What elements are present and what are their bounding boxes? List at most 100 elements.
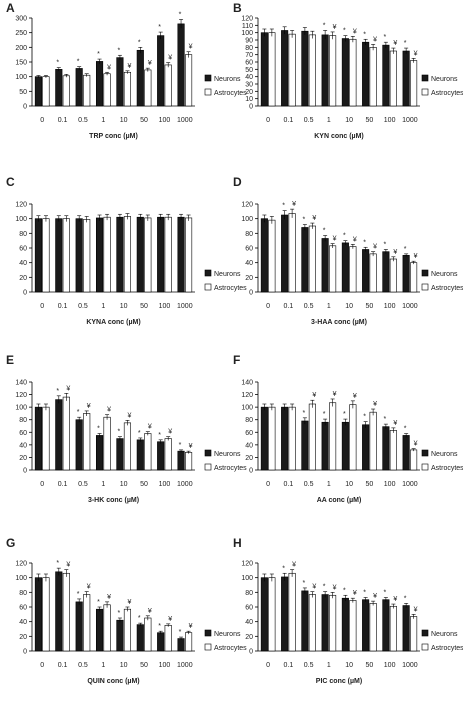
neuron-bar: [301, 590, 309, 652]
x-tick-label: 1000: [177, 662, 193, 669]
significance-yen: ¥: [414, 253, 418, 260]
legend-label-astrocytes: Astrocytes: [431, 465, 463, 472]
astrocyte-bar: [123, 216, 132, 293]
legend-label-neurons: Neurons: [431, 271, 458, 278]
significance-star: *: [118, 429, 121, 436]
significance-star: *: [282, 203, 285, 210]
legend-label-astrocytes: Astrocytes: [431, 90, 463, 97]
neuron-bar: [55, 399, 63, 471]
neuron-bar: [157, 632, 165, 652]
significance-star: *: [179, 442, 182, 449]
significance-star: *: [179, 629, 182, 636]
legend: Neurons Astrocytes: [421, 74, 463, 97]
astrocyte-bar: [389, 430, 397, 471]
significance-star: *: [363, 414, 366, 421]
y-tick-label: 100: [241, 216, 253, 223]
astrocyte-bar: [349, 404, 357, 471]
x-tick-label: 100: [384, 117, 396, 124]
x-tick-label: 1000: [177, 303, 193, 310]
y-tick-label: 60: [245, 60, 253, 67]
x-tick-label: 50: [140, 117, 148, 124]
significance-yen: ¥: [168, 55, 172, 62]
neuron-bar: [157, 35, 165, 107]
astrocyte-bar: [288, 213, 296, 293]
x-tick-label: 0.1: [58, 481, 68, 488]
astrocyte-bar: [308, 403, 316, 471]
significance-yen: ¥: [312, 392, 316, 399]
astrocyte-bar: [268, 577, 276, 652]
y-tick-label: 20: [245, 634, 253, 641]
significance-star: *: [158, 432, 161, 439]
panel-a: A 0 50 100 150 200 250 300 0 0.1 * 0.5 * 1 * ¥10 * ¥50 * ¥1…: [6, 1, 247, 140]
legend-swatch-astrocytes: [421, 643, 429, 651]
x-tick-label: 1000: [177, 481, 193, 488]
neuron-bar: [34, 76, 42, 107]
neuron-bar: [281, 214, 289, 293]
x-tick-label: 1: [327, 662, 331, 669]
significance-star: *: [303, 410, 306, 417]
significance-star: *: [77, 591, 80, 598]
significance-star: *: [118, 47, 121, 54]
significance-yen: ¥: [66, 562, 70, 569]
significance-star: *: [323, 228, 326, 235]
significance-yen: ¥: [333, 391, 337, 398]
neuron-bar: [75, 218, 83, 293]
significance-yen: ¥: [127, 599, 131, 606]
neuron-bar: [260, 577, 268, 652]
neuron-bar: [341, 597, 349, 652]
significance-star: *: [343, 411, 346, 418]
neuron-bar: [321, 421, 329, 471]
y-tick-label: 200: [15, 45, 27, 52]
x-tick-label: 0: [40, 481, 44, 488]
neuron-bar: [116, 438, 124, 471]
x-tick-label: 100: [159, 303, 171, 310]
panel-letter: B: [233, 1, 242, 15]
legend-label-astrocytes: Astrocytes: [214, 645, 247, 652]
y-tick-label: 60: [245, 246, 253, 253]
astrocyte-bar: [369, 603, 377, 652]
significance-yen: ¥: [353, 590, 357, 597]
astrocyte-bar: [164, 625, 172, 652]
neuron-bar: [281, 30, 289, 107]
y-tick-label: 100: [15, 405, 27, 412]
x-tick-label: 10: [345, 303, 353, 310]
astrocyte-bar: [144, 617, 152, 652]
y-tick-label: 100: [241, 575, 253, 582]
panel-letter: F: [233, 353, 240, 367]
legend-swatch-neurons: [204, 269, 212, 277]
neuron-bar: [362, 424, 370, 471]
y-tick-label: 50: [19, 89, 27, 96]
significance-star: *: [363, 239, 366, 246]
neuron-bar: [301, 420, 309, 471]
significance-yen: ¥: [353, 28, 357, 35]
astrocyte-bar: [329, 594, 337, 652]
significance-yen: ¥: [353, 393, 357, 400]
x-tick-label: 1: [101, 481, 105, 488]
x-tick-label: 50: [365, 303, 373, 310]
y-tick-label: 80: [19, 417, 27, 424]
neuron-bar: [136, 49, 144, 107]
neuron-bar: [260, 406, 268, 471]
astrocyte-bar: [369, 253, 377, 293]
significance-yen: ¥: [107, 64, 111, 71]
significance-yen: ¥: [189, 44, 193, 51]
significance-star: *: [384, 416, 387, 423]
y-tick-label: 20: [245, 455, 253, 462]
panel-f: F 0 20 40 60 80 100 120 140 0 0.1 0.5 * ¥1 * ¥10 * ¥50 * ¥1…: [233, 353, 463, 504]
significance-star: *: [404, 40, 407, 47]
astrocyte-bar: [185, 452, 193, 471]
neuron-bar: [136, 624, 144, 652]
astrocyte-bar: [389, 258, 397, 293]
neuron-bar: [341, 242, 349, 293]
legend: Neurons Astrocytes: [204, 629, 247, 652]
y-tick-label: 20: [19, 634, 27, 641]
y-tick-label: 0: [249, 468, 253, 475]
panel-g: G 0 20 40 60 80 100 120 0 0.1 * ¥0.5 * ¥1 * ¥10 * ¥50 * ¥10…: [6, 536, 247, 685]
astrocyte-bar: [349, 246, 357, 293]
neuron-bar: [55, 571, 63, 652]
significance-star: *: [343, 587, 346, 594]
astrocyte-bar: [288, 572, 296, 652]
astrocyte-bar: [410, 262, 418, 293]
significance-yen: ¥: [66, 385, 70, 392]
neuron-bar: [321, 238, 329, 293]
